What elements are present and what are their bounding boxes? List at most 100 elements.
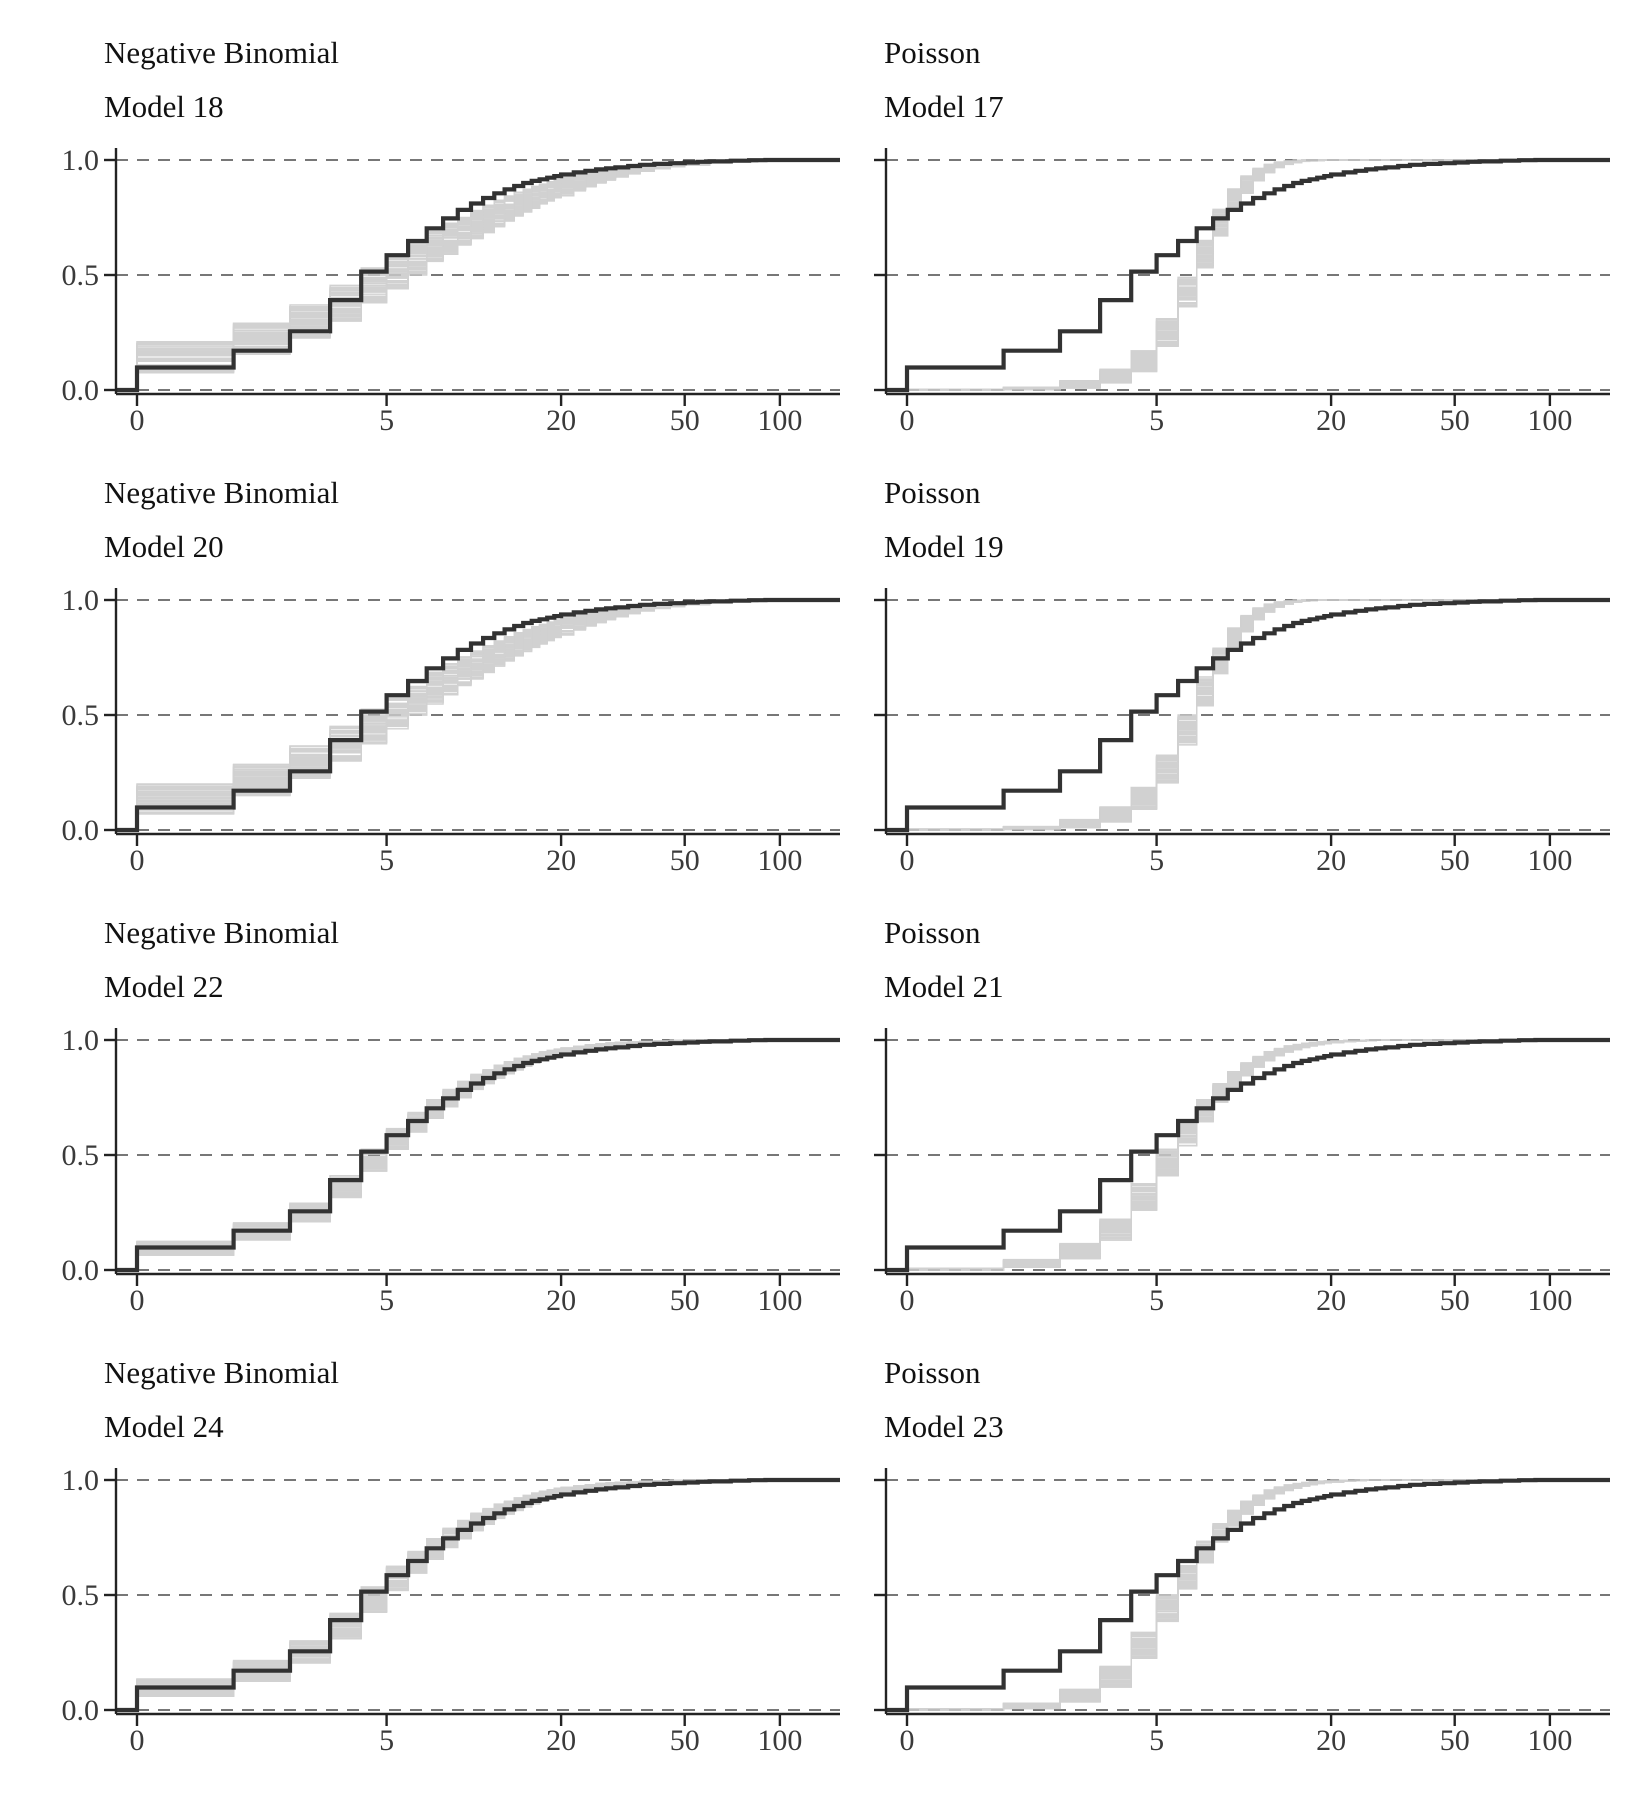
x-tick-label: 0 [900,404,915,437]
x-tick-label: 100 [1527,1724,1572,1757]
x-tick-label: 100 [757,1724,802,1757]
ecdf-plot-model-21: 0 5 20 50 100 [874,1028,1610,1317]
y-tick-label: 0.0 [62,374,100,407]
x-tick-label: 50 [670,1284,700,1317]
observed-ecdf-line [886,157,1610,393]
ecdf-plot-model-23: 0 5 20 50 100 [874,1468,1610,1757]
axis-lines [114,588,840,836]
panel-distribution-title: Negative Binomial [104,1355,340,1390]
x-tick-label: 100 [1527,1284,1572,1317]
panel-model-title: Model 23 [884,1409,1004,1444]
panel-distribution-title: Poisson [884,915,981,950]
predictive-draws [886,159,1610,391]
panel-model-title: Model 22 [104,969,224,1004]
x-tick-label: 100 [757,1284,802,1317]
x-tick-label: 20 [546,404,576,437]
x-tick-label: 0 [130,404,145,437]
ecdf-plot-model-20: 0 5 20 50 100 0.0 0.5 1.0 [62,584,840,877]
panel-distribution-title: Poisson [884,35,981,70]
x-tick-label: 100 [757,404,802,437]
predictive-draws [886,1039,1610,1271]
axis-lines [884,1028,1610,1276]
panel-model-title: Model 20 [104,529,224,564]
predictive-draw-line [886,599,1610,831]
panel-model-title: Model 18 [104,89,224,124]
observed-ecdf-line [116,157,840,393]
ecdf-plot-model-19: 0 5 20 50 100 [874,588,1610,877]
x-tick-label: 50 [670,844,700,877]
x-tick-label: 0 [130,844,145,877]
axis-lines [114,1468,840,1716]
x-tick-label: 0 [130,1284,145,1317]
x-tick-label: 5 [379,1724,394,1757]
panel-distribution-title: Negative Binomial [104,35,340,70]
x-tick-label: 0 [900,1284,915,1317]
axis-lines [114,148,840,396]
x-tick-label: 50 [670,1724,700,1757]
y-tick-label: 0.0 [62,1694,100,1727]
panel-model-title: Model 19 [884,529,1004,564]
observed-ecdf-line [886,1037,1610,1273]
x-tick-label: 100 [1527,404,1572,437]
x-tick-label: 5 [379,1284,394,1317]
x-tick-label: 20 [1316,404,1346,437]
panel-distribution-title: Negative Binomial [104,915,340,950]
axis-lines [114,1028,840,1276]
predictive-draw-line [886,159,1610,391]
predictive-draw-line [886,1479,1610,1711]
y-tick-label: 0.5 [62,699,100,732]
x-tick-label: 50 [1440,1284,1470,1317]
x-tick-label: 20 [546,844,576,877]
x-tick-label: 50 [670,404,700,437]
x-tick-label: 20 [1316,1724,1346,1757]
x-tick-label: 0 [130,1724,145,1757]
panel-model-title: Model 24 [104,1409,224,1444]
x-tick-label: 20 [546,1724,576,1757]
y-tick-label: 1.0 [62,1024,100,1057]
x-tick-label: 50 [1440,1724,1470,1757]
panel-model-title: Model 17 [884,89,1004,124]
predictive-draws [886,599,1610,831]
observed-ecdf-line [116,597,840,833]
x-tick-label: 50 [1440,844,1470,877]
x-tick-label: 5 [1149,844,1164,877]
panel-distribution-title: Poisson [884,475,981,510]
panel-distribution-title: Negative Binomial [104,475,340,510]
predictive-draw-line [886,1039,1610,1271]
panel-distribution-title: Poisson [884,1355,981,1390]
x-tick-label: 20 [1316,844,1346,877]
axis-lines [884,1468,1610,1716]
x-tick-label: 20 [546,1284,576,1317]
ecdf-plot-model-17: 0 5 20 50 100 [874,148,1610,437]
y-tick-label: 0.0 [62,1254,100,1287]
x-tick-label: 5 [1149,404,1164,437]
x-tick-label: 5 [1149,1284,1164,1317]
x-tick-label: 100 [1527,844,1572,877]
ecdf-plot-model-24: 0 5 20 50 100 0.0 0.5 1.0 [62,1464,840,1757]
x-tick-label: 20 [1316,1284,1346,1317]
x-tick-label: 5 [379,844,394,877]
x-tick-label: 5 [1149,1724,1164,1757]
axis-lines [884,588,1610,836]
panel-model-title: Model 21 [884,969,1004,1004]
x-tick-label: 0 [900,1724,915,1757]
y-tick-label: 1.0 [62,144,100,177]
predictive-draws [886,1479,1610,1711]
observed-ecdf-line [886,1477,1610,1713]
x-tick-label: 0 [900,844,915,877]
observed-ecdf-line [116,1477,840,1713]
x-tick-label: 50 [1440,404,1470,437]
observed-ecdf-line [886,597,1610,833]
axis-lines [884,148,1610,396]
ecdf-plot-model-22: 0 5 20 50 100 0.0 0.5 1.0 [62,1024,840,1317]
y-tick-label: 1.0 [62,1464,100,1497]
y-tick-label: 1.0 [62,584,100,617]
ecdf-plot-model-18: 0 5 20 50 100 0.0 0.5 1.0 [62,144,840,437]
x-tick-label: 5 [379,404,394,437]
x-tick-label: 100 [757,844,802,877]
observed-ecdf-line [116,1037,840,1273]
y-tick-label: 0.0 [62,814,100,847]
y-tick-label: 0.5 [62,1139,100,1172]
y-tick-label: 0.5 [62,1579,100,1612]
y-tick-label: 0.5 [62,259,100,292]
